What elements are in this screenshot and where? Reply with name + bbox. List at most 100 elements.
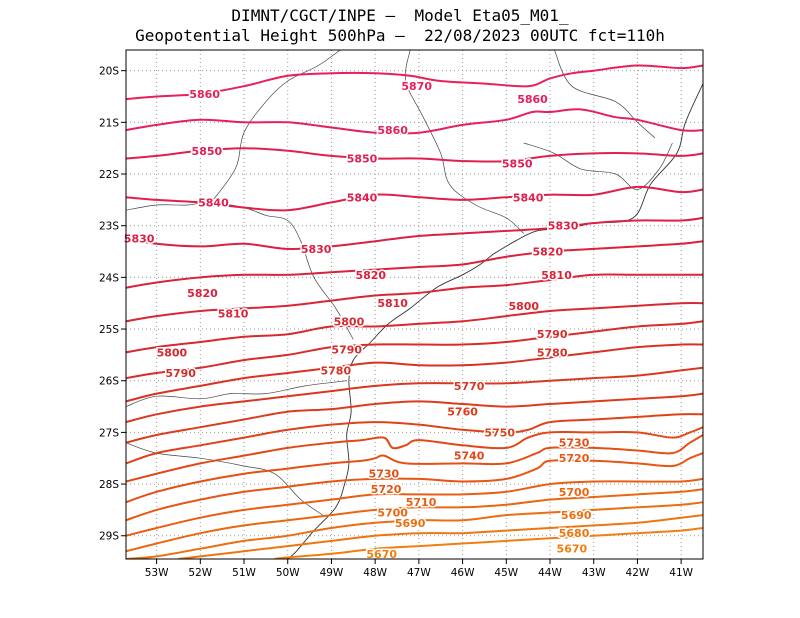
chart-title-line2: Geopotential Height 500hPa – 22/08/2023 … xyxy=(135,26,665,45)
contour-label: 5830 xyxy=(548,220,579,233)
state-border xyxy=(404,50,525,234)
contour-label: 5720 xyxy=(371,483,402,496)
contour-label: 5710 xyxy=(406,496,437,509)
contour-5840 xyxy=(126,185,703,212)
contour-label: 5790 xyxy=(537,328,568,341)
map-layer xyxy=(126,50,703,559)
contour-layer xyxy=(126,64,703,559)
contour-label: 5720 xyxy=(559,452,590,465)
plot-frame xyxy=(125,49,704,560)
contour-label: 5830 xyxy=(301,243,332,256)
contour-5730 xyxy=(126,434,703,504)
contour-label: 5870 xyxy=(401,80,432,93)
y-tick-label: 26S xyxy=(99,376,119,388)
contour-5680 xyxy=(178,514,703,559)
contour-label: 5860 xyxy=(517,93,548,106)
x-tick-label: 47W xyxy=(407,567,431,579)
contour-5860 xyxy=(126,108,703,135)
y-tick-label: 28S xyxy=(99,479,119,491)
contour-label: 5860 xyxy=(377,124,408,137)
contour-label: 5780 xyxy=(537,346,568,359)
state-border xyxy=(126,202,354,340)
contour-label: 5740 xyxy=(454,450,485,463)
contour-label: 5860 xyxy=(189,88,220,101)
contour-5780 xyxy=(126,343,703,403)
state-border xyxy=(126,380,347,407)
contour-label: 5750 xyxy=(484,426,515,439)
x-tick-label: 49W xyxy=(320,567,344,579)
contour-label: 5680 xyxy=(559,527,590,540)
y-tick-label: 29S xyxy=(99,531,119,543)
contour-5790 xyxy=(126,320,703,380)
contour-label: 5670 xyxy=(366,548,397,561)
contour-label: 5850 xyxy=(192,145,223,158)
x-tick-label: 41W xyxy=(669,567,693,579)
contour-label: 5850 xyxy=(502,158,533,171)
contour-5670 xyxy=(274,527,703,559)
contour-5830 xyxy=(126,216,703,250)
coastline xyxy=(287,253,494,559)
x-tick-label: 43W xyxy=(582,567,606,579)
contour-5820 xyxy=(126,240,703,289)
contour-label-layer: 5870 5860 5860 5860 5850 5850 5850 5840 5840 5840… xyxy=(122,79,593,563)
contour-5700 xyxy=(126,488,703,553)
x-tick-label: 53W xyxy=(145,567,169,579)
contour-5770 xyxy=(126,366,703,424)
contour-5870 xyxy=(126,64,703,101)
contour-label: 5840 xyxy=(347,191,378,204)
contour-label: 5730 xyxy=(559,437,590,450)
contour-5740 xyxy=(126,426,703,483)
contour-5850 xyxy=(126,147,703,163)
contour-label: 5810 xyxy=(218,308,249,321)
y-tick-label: 20S xyxy=(99,66,119,78)
contour-label: 5820 xyxy=(187,287,218,300)
contour-label: 5690 xyxy=(395,517,426,530)
contour-5760 xyxy=(126,392,703,444)
contour-5690 xyxy=(126,501,703,559)
contour-label: 5840 xyxy=(198,196,229,209)
contour-label: 5800 xyxy=(334,315,365,328)
y-tick-label: 23S xyxy=(99,221,119,233)
contour-label: 5700 xyxy=(559,486,590,499)
contour-label: 5780 xyxy=(321,364,352,377)
x-tick-label: 45W xyxy=(494,567,518,579)
contour-5710 xyxy=(126,477,703,537)
y-tick-label: 22S xyxy=(99,169,119,181)
contour-label: 5810 xyxy=(377,297,408,310)
contour-label: 5790 xyxy=(165,367,196,380)
contour-5720 xyxy=(126,452,703,522)
contour-label: 5810 xyxy=(541,269,572,282)
contour-5750 xyxy=(126,413,703,465)
contour-label: 5840 xyxy=(513,191,544,204)
x-tick-label: 51W xyxy=(232,567,256,579)
contour-label: 5850 xyxy=(347,153,378,166)
contour-label: 5730 xyxy=(369,468,400,481)
contour-label: 5760 xyxy=(447,406,478,419)
state-border xyxy=(208,50,341,206)
contour-label: 5820 xyxy=(533,246,564,259)
chart-title-line1: DIMNT/CGCT/INPE – Model Eta05_M01_ xyxy=(231,6,569,25)
y-tick-label: 27S xyxy=(99,427,119,439)
state-border xyxy=(523,142,673,190)
x-tick-label: 44W xyxy=(538,567,562,579)
contour-label: 5830 xyxy=(124,233,155,246)
y-tick-label: 25S xyxy=(99,324,119,336)
axis-layer: 53W 52W 51W 50W 49W 48W 47W 46W 45W 44W 43W 42W 41W 2… xyxy=(99,66,694,579)
contour-label: 5790 xyxy=(331,344,362,357)
contour-label: 5690 xyxy=(561,509,592,522)
contour-label: 5800 xyxy=(157,346,188,359)
y-tick-label: 21S xyxy=(99,117,119,129)
x-tick-label: 52W xyxy=(188,567,212,579)
x-tick-label: 42W xyxy=(626,567,650,579)
contour-5800 xyxy=(126,302,703,354)
contour-5810 xyxy=(126,273,703,323)
x-tick-label: 46W xyxy=(451,567,475,579)
x-tick-label: 48W xyxy=(363,567,387,579)
contour-label: 5770 xyxy=(454,380,485,393)
x-tick-label: 50W xyxy=(276,567,300,579)
contour-label: 5820 xyxy=(355,269,386,282)
contour-label: 5700 xyxy=(377,506,408,519)
state-border xyxy=(554,50,656,139)
y-tick-label: 24S xyxy=(99,272,119,284)
